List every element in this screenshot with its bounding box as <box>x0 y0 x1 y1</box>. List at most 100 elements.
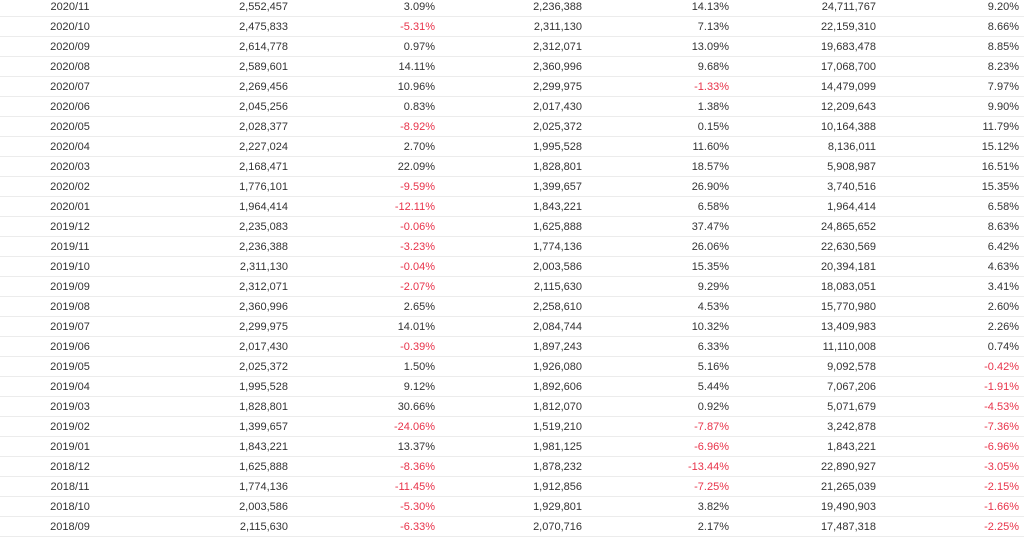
table-row: 2020/05 2,028,377 -8.92% 2,025,372 0.15% 10,1… <box>0 117 1024 137</box>
value-cell: 1,926,080 <box>533 361 582 373</box>
table-row: 2019/11 2,236,388 -3.23% 1,774,136 26.06% 22,… <box>0 237 1024 257</box>
value-cell: 19,683,478 <box>820 41 876 53</box>
percent-cell: 6.42% <box>987 241 1019 253</box>
percent-cell: 16.51% <box>981 161 1019 173</box>
value-cell: 2,003,586 <box>533 261 582 273</box>
month-cell: 2019/05 <box>50 361 90 373</box>
value-cell: 1,828,801 <box>239 401 288 413</box>
percent-cell: 3.41% <box>987 281 1019 293</box>
value-cell: 2,115,630 <box>239 521 288 533</box>
month-cell: 2020/10 <box>50 21 90 33</box>
value-cell: 1,892,606 <box>533 381 582 393</box>
table-row: 2018/12 1,625,888 -8.36% 1,878,232 -13.44% 22… <box>0 457 1024 477</box>
table-row: 2019/06 2,017,430 -0.39% 1,897,243 6.33% 11,1… <box>0 337 1024 357</box>
percent-cell: -8.36% <box>400 461 435 473</box>
percent-cell: 10.96% <box>397 81 435 93</box>
table-row: 2018/11 1,774,136 -11.45% 1,912,856 -7.25% 21… <box>0 477 1024 497</box>
month-cell: 2020/01 <box>50 201 90 213</box>
month-cell: 2020/03 <box>50 161 90 173</box>
value-cell: 2,311,130 <box>533 21 582 33</box>
value-cell: 2,235,083 <box>239 221 288 233</box>
value-cell: 2,025,372 <box>533 121 582 133</box>
value-cell: 1,912,856 <box>533 481 582 493</box>
table-row: 2020/03 2,168,471 22.09% 1,828,801 18.57% 5,9… <box>0 157 1024 177</box>
percent-cell: 13.09% <box>691 41 729 53</box>
percent-cell: 6.33% <box>697 341 729 353</box>
percent-cell: 2.26% <box>987 321 1019 333</box>
percent-cell: -24.06% <box>394 421 435 433</box>
percent-cell: 4.53% <box>697 301 729 313</box>
percent-cell: -11.45% <box>394 481 435 493</box>
value-cell: 1,828,801 <box>533 161 582 173</box>
percent-cell: 8.63% <box>987 221 1019 233</box>
month-cell: 2018/10 <box>50 501 90 513</box>
percent-cell: -12.11% <box>394 201 435 213</box>
value-cell: 1,774,136 <box>239 481 288 493</box>
percent-cell: -2.15% <box>984 481 1019 493</box>
percent-cell: 3.09% <box>403 1 435 13</box>
month-cell: 2020/07 <box>50 81 90 93</box>
value-cell: 7,067,206 <box>827 381 876 393</box>
month-cell: 2020/04 <box>50 141 90 153</box>
month-cell: 2020/11 <box>50 1 90 13</box>
value-cell: 2,258,610 <box>533 301 582 313</box>
value-cell: 1,399,657 <box>533 181 582 193</box>
month-cell: 2019/02 <box>50 421 90 433</box>
value-cell: 10,164,388 <box>820 121 876 133</box>
value-cell: 1,843,221 <box>239 441 288 453</box>
value-cell: 2,299,975 <box>533 81 582 93</box>
value-cell: 1,519,210 <box>533 421 582 433</box>
value-cell: 22,630,569 <box>820 241 876 253</box>
value-cell: 2,115,630 <box>533 281 582 293</box>
percent-cell: -6.96% <box>694 441 729 453</box>
value-cell: 14,479,099 <box>820 81 876 93</box>
table-row: 2020/01 1,964,414 -12.11% 1,843,221 6.58% 1,9… <box>0 197 1024 217</box>
value-cell: 17,487,318 <box>820 521 876 533</box>
percent-cell: 9.90% <box>987 101 1019 113</box>
percent-cell: 8.23% <box>987 61 1019 73</box>
value-cell: 12,209,643 <box>820 101 876 113</box>
value-cell: 24,865,652 <box>820 221 876 233</box>
value-cell: 2,299,975 <box>239 321 288 333</box>
table-row: 2020/04 2,227,024 2.70% 1,995,528 11.60% 8,13… <box>0 137 1024 157</box>
table-row: 2020/11 2,552,457 3.09% 2,236,388 14.13% 24,7… <box>0 0 1024 17</box>
percent-cell: 7.13% <box>697 21 729 33</box>
value-cell: 2,028,377 <box>239 121 288 133</box>
month-cell: 2020/09 <box>50 41 90 53</box>
value-cell: 2,475,833 <box>239 21 288 33</box>
percent-cell: 14.11% <box>398 61 436 73</box>
value-cell: 1,995,528 <box>533 141 582 153</box>
value-cell: 2,312,071 <box>239 281 288 293</box>
percent-cell: 8.85% <box>987 41 1019 53</box>
table-row: 2019/05 2,025,372 1.50% 1,926,080 5.16% 9,092… <box>0 357 1024 377</box>
percent-cell: 2.65% <box>403 301 435 313</box>
percent-cell: 0.97% <box>403 41 435 53</box>
percent-cell: -2.07% <box>400 281 435 293</box>
month-cell: 2018/12 <box>50 461 90 473</box>
value-cell: 1,929,801 <box>533 501 582 513</box>
percent-cell: -9.59% <box>400 181 435 193</box>
value-cell: 2,168,471 <box>239 161 288 173</box>
percent-cell: 37.47% <box>691 221 729 233</box>
table-row: 2020/06 2,045,256 0.83% 2,017,430 1.38% 12,20… <box>0 97 1024 117</box>
percent-cell: 15.35% <box>691 261 729 273</box>
month-cell: 2020/05 <box>50 121 90 133</box>
value-cell: 2,017,430 <box>533 101 582 113</box>
percent-cell: 7.97% <box>987 81 1019 93</box>
percent-cell: -13.44% <box>688 461 729 473</box>
percent-cell: 2.17% <box>697 521 729 533</box>
table-row: 2020/09 2,614,778 0.97% 2,312,071 13.09% 19,6… <box>0 37 1024 57</box>
value-cell: 2,311,130 <box>239 261 288 273</box>
percent-cell: 18.57% <box>691 161 729 173</box>
percent-cell: 0.92% <box>697 401 729 413</box>
table-row: 2018/10 2,003,586 -5.30% 1,929,801 3.82% 19,4… <box>0 497 1024 517</box>
percent-cell: 6.58% <box>697 201 729 213</box>
percent-cell: -0.06% <box>400 221 435 233</box>
value-cell: 1,995,528 <box>239 381 288 393</box>
percent-cell: -6.33% <box>400 521 435 533</box>
percent-cell: -3.05% <box>984 461 1019 473</box>
value-cell: 18,083,051 <box>820 281 876 293</box>
percent-cell: 9.29% <box>697 281 729 293</box>
table-row: 2020/10 2,475,833 -5.31% 2,311,130 7.13% 22,1… <box>0 17 1024 37</box>
value-cell: 2,552,457 <box>239 1 288 13</box>
